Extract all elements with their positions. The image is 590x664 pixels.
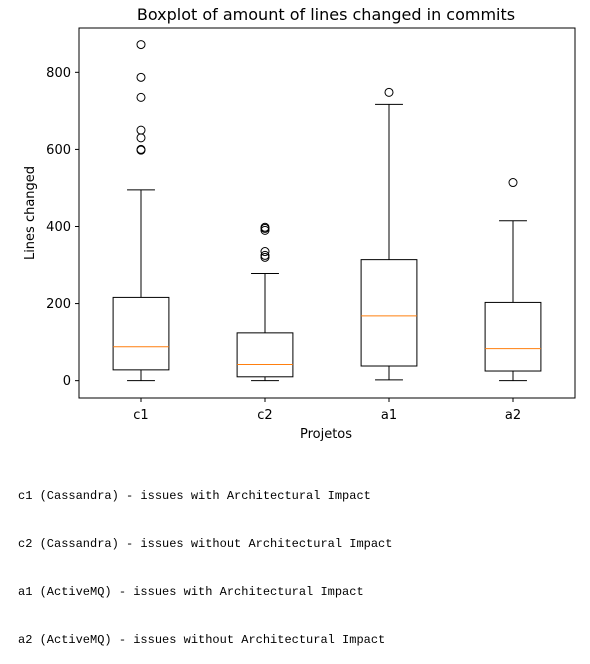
- plot-frame: [78, 27, 576, 399]
- outlier-c2: [260, 247, 270, 257]
- plot-area: 0 200 400 600 800 c1 c2 a1 a2: [46, 40, 542, 423]
- box-c2: [236, 332, 294, 378]
- note-c2: c2 (Cassandra) - issues without Architec…: [18, 537, 393, 551]
- outlier-c1: [136, 72, 146, 82]
- box-a1: [360, 259, 418, 367]
- x-tick-label-a1: a1: [381, 408, 397, 423]
- outlier-c1: [136, 125, 146, 135]
- boxplot-chart: Boxplot of amount of lines changed in co…: [23, 5, 576, 442]
- note-a2: a2 (ActiveMQ) - issues without Architect…: [18, 633, 386, 647]
- note-a1: a1 (ActiveMQ) - issues with Architectura…: [18, 585, 364, 599]
- outlier-a1: [384, 87, 394, 97]
- outlier-c1: [136, 40, 146, 50]
- x-axis-label: Projetos: [300, 427, 352, 442]
- outlier-c1: [136, 133, 146, 143]
- box-a2: [484, 301, 542, 372]
- y-tick-label: 400: [46, 220, 71, 235]
- x-tick-label-c2: c2: [257, 408, 272, 423]
- outlier-a2: [508, 178, 518, 188]
- outlier-c1: [136, 144, 146, 154]
- y-axis-label: Lines changed: [23, 166, 38, 260]
- y-tick-label: 600: [46, 143, 71, 158]
- box-c1: [112, 296, 170, 371]
- y-tick-label: 200: [46, 297, 71, 312]
- outlier-c1: [136, 92, 146, 102]
- x-tick-label-c1: c1: [133, 408, 148, 423]
- outlier-c2: [260, 222, 270, 232]
- note-c1: c1 (Cassandra) - issues with Architectur…: [18, 489, 371, 503]
- y-tick-label: 800: [46, 66, 71, 81]
- outlier-c2: [260, 250, 270, 260]
- category-notes: c1 (Cassandra) - issues with Architectur…: [18, 456, 392, 664]
- chart-title: Boxplot of amount of lines changed in co…: [137, 5, 515, 24]
- x-tick-label-a2: a2: [505, 408, 521, 423]
- y-tick-label: 0: [63, 374, 71, 389]
